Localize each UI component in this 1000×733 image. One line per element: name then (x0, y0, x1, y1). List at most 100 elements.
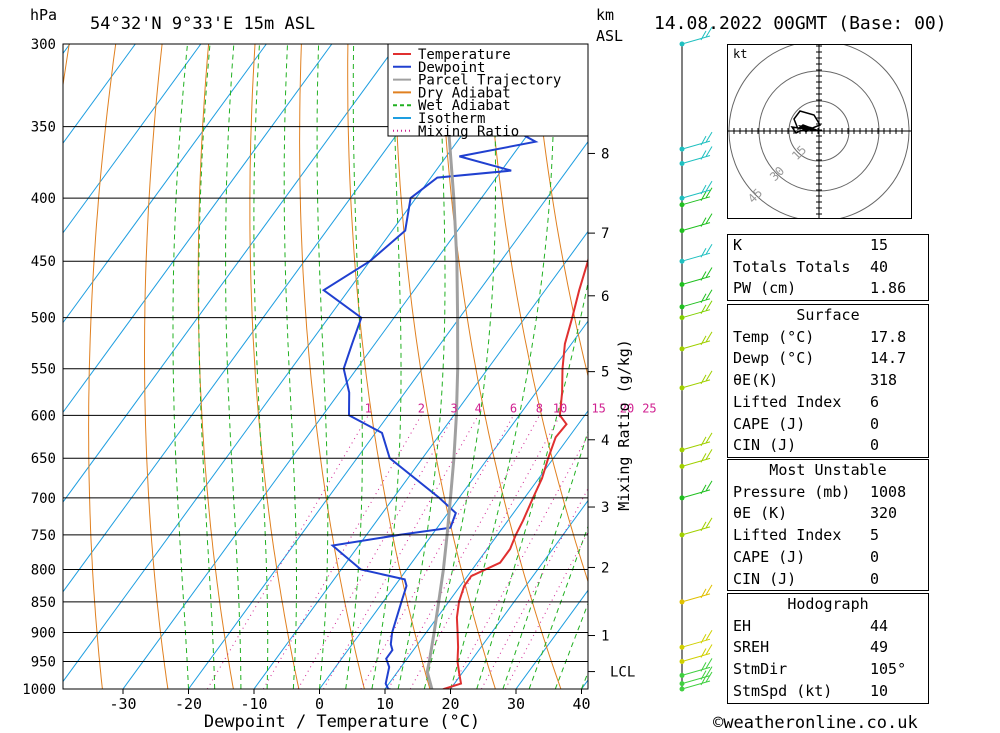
x-tick-label: 40 (572, 695, 590, 713)
isotherm-line (63, 44, 71, 55)
wind-barb-dot (679, 672, 685, 678)
height-tick-label: 1 (601, 629, 609, 645)
wind-barb (681, 629, 713, 648)
x-tick-label: -10 (240, 695, 267, 713)
wind-barb (681, 187, 713, 206)
wind-barb (681, 658, 713, 676)
wind-barb (681, 300, 713, 319)
mixing-ratio-lines (206, 415, 588, 689)
pressure-tick-label: 900 (31, 626, 56, 642)
dry-adiabat-line (533, 44, 588, 379)
surface-row: Dewp (°C) 14.7 (728, 348, 928, 370)
isotherm-line (63, 44, 136, 144)
dry-adiabat-line (197, 44, 234, 689)
general-value: 15 (870, 236, 889, 254)
x-tick-label: -20 (175, 695, 202, 713)
height-tick-label: 2 (601, 560, 609, 576)
general-row: K 15 (728, 235, 928, 257)
isotherm-line (187, 140, 588, 689)
mixing-ratio-line (450, 434, 588, 689)
wind-barb (681, 432, 713, 451)
hodograph-trace (790, 110, 822, 134)
height-unit-label: km (596, 6, 614, 24)
isotherm-line (63, 44, 333, 414)
pressure-tick-label: 1000 (22, 682, 56, 698)
dry-adiabat-line (992, 26, 1000, 715)
mixing-ratio-line (360, 415, 514, 689)
wet-adiabat-line (283, 44, 297, 689)
hodo-label: EH (733, 616, 752, 635)
wind-barb (681, 666, 713, 685)
wet-adiabat-line (476, 280, 588, 689)
surface-value: 0 (870, 414, 880, 433)
dry-adiabat-line (299, 44, 365, 689)
unstable-row: CIN (J) 0 (728, 569, 928, 591)
wet-adiabat-line (172, 44, 189, 689)
wet-adiabat-line (423, 44, 496, 689)
most-unstable-title: Most Unstable (769, 461, 887, 479)
mixing-ratio-label: 4 (475, 401, 482, 415)
pressure-tick-label: 750 (31, 528, 56, 544)
pressure-tick-label: 450 (31, 254, 56, 270)
hodograph-ring-label-45: 45 (745, 186, 765, 206)
isotherm-line (449, 499, 588, 689)
legend-label: Dewpoint (418, 60, 485, 76)
index-table-surface: Surface Temp (°C) 17.8 Dewp (°C) 14.7 θE(K) 3… (727, 304, 929, 458)
mixing-ratio-line (409, 415, 561, 689)
general-label: PW (cm) (733, 279, 797, 298)
series-line-parcel-trajectory (425, 44, 460, 689)
wind-barb-dot (679, 161, 685, 167)
general-value: 1.86 (870, 279, 907, 298)
wet-adiabat-line (253, 44, 269, 689)
isotherm-line (253, 230, 588, 689)
hodo-value: 105° (870, 660, 907, 679)
mixing-ratio-line (387, 415, 540, 689)
surface-label: Dewp (°C) (733, 349, 815, 368)
isotherm-line (122, 51, 588, 689)
legend-label: Mixing Ratio (418, 124, 519, 140)
pressure-tick-label: 600 (31, 408, 56, 424)
height-tick-label: 4 (601, 433, 609, 449)
legend-label: Isotherm (418, 111, 485, 127)
surface-value: 17.8 (870, 327, 907, 346)
pressure-tick-label: 400 (31, 191, 56, 207)
wind-barb (681, 449, 713, 467)
wind-barb (681, 180, 713, 199)
isotherm-line (63, 44, 398, 503)
height-tick-label: 7 (601, 226, 609, 242)
hodograph-unit: kt (733, 47, 747, 61)
surface-value: 318 (870, 371, 898, 390)
height-unit-sub-label: ASL (596, 27, 623, 45)
x-axis-title: Dewpoint / Temperature (°C) (204, 712, 480, 732)
wind-barb (681, 131, 713, 150)
dry-adiabat-line (347, 44, 431, 689)
legend-label: Parcel Trajectory (418, 73, 561, 89)
hodo-row: StmDir 105° (728, 659, 928, 681)
mixing-ratio-axis-title: Mixing Ratio (g/kg) (615, 339, 633, 511)
wind-barb (681, 370, 713, 389)
surface-row: Lifted Index 6 (728, 392, 928, 414)
wind-barb (681, 584, 713, 603)
hodograph-ring-label-15: 15 (789, 143, 809, 163)
series-line-temperature (441, 256, 588, 689)
unstable-value: 320 (870, 504, 898, 523)
mixing-ratio-label: 3 (451, 401, 458, 415)
x-axis-ticks: -30 -20 -10 0 10 20 30 40 (109, 689, 591, 713)
wind-barb-dot (679, 195, 685, 201)
unstable-row: θE (K) 320 (728, 503, 928, 525)
unstable-label: Pressure (mb) (733, 482, 851, 501)
wet-adiabat-line (397, 44, 446, 689)
wind-barb (681, 267, 713, 285)
hodo-label: SREH (733, 638, 770, 657)
wind-barb-dot (679, 258, 685, 264)
pressure-tick-label: 650 (31, 451, 56, 467)
mixing-ratio-label: 1 (365, 401, 372, 415)
pressure-tick-label: 350 (31, 120, 56, 136)
surface-row: CIN (J) 0 (728, 435, 928, 457)
unstable-label: θE (K) (733, 504, 788, 523)
wind-barb (681, 26, 713, 45)
pressure-tick-label: 950 (31, 655, 56, 671)
general-label: K (733, 236, 743, 254)
location-title: 54°32'N 9°33'E 15m ASL (90, 14, 315, 34)
